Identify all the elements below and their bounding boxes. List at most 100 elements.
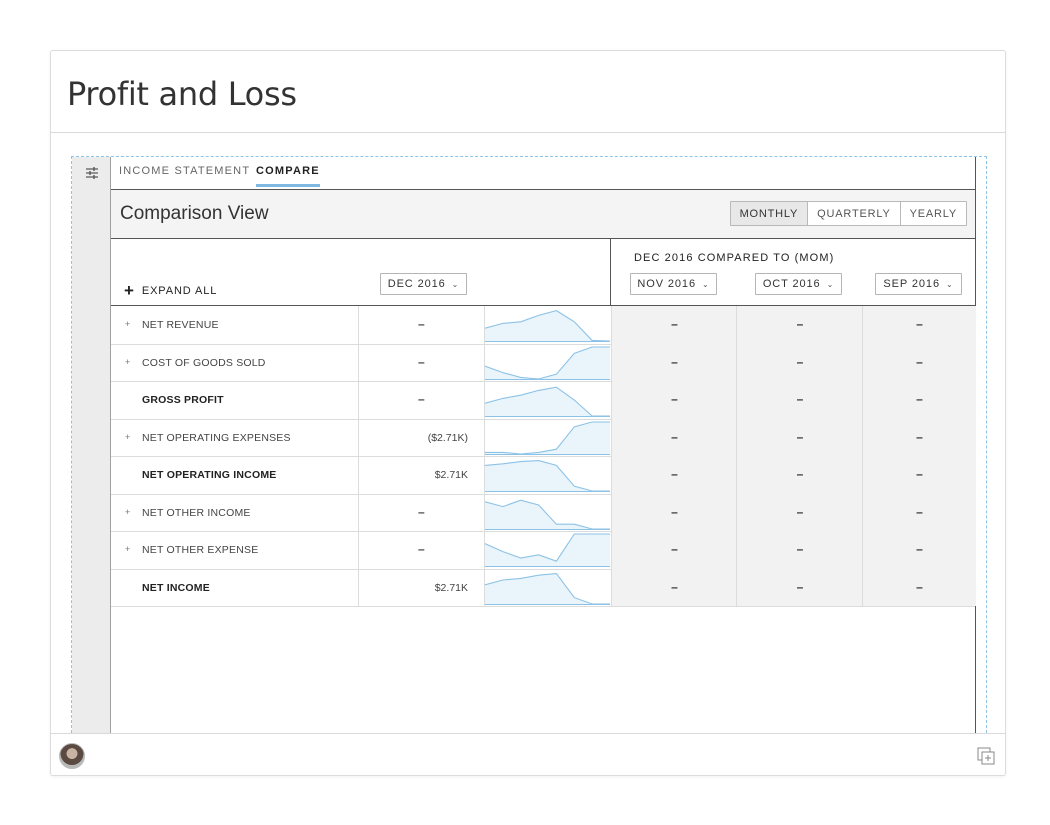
row-expand-icon[interactable]: + [125, 431, 131, 442]
sparkline [484, 460, 610, 492]
row-value: ($2.71K) [427, 431, 468, 444]
compare-cell: – [736, 493, 863, 531]
compare-value: – [916, 504, 923, 519]
compare-cell: – [862, 493, 976, 531]
expand-all-button[interactable]: + EXPAND ALL [124, 282, 217, 299]
card-footer [51, 733, 1005, 775]
compare-period-dropdown-3[interactable]: SEP 2016 ⌄ [875, 273, 962, 295]
row-label[interactable]: NET OTHER INCOME [142, 506, 251, 519]
compare-value: – [671, 354, 678, 369]
chevron-down-icon: ⌄ [451, 279, 460, 289]
compare-cell: – [862, 531, 976, 569]
compare-cell: – [611, 456, 737, 494]
quarterly-button[interactable]: QUARTERLY [808, 202, 901, 225]
chevron-down-icon: ⌄ [701, 279, 710, 289]
compare-value: – [796, 467, 804, 481]
sparkline [485, 420, 610, 455]
compare-value: – [671, 504, 678, 519]
row-value-cell: – [359, 343, 485, 381]
compare-value: – [796, 392, 804, 406]
monthly-button[interactable]: MONTHLY [730, 202, 809, 225]
row-value: – [418, 542, 425, 556]
compare-value: – [796, 504, 804, 519]
table-row: + NET OPERATING EXPENSES ($2.71K) – – – [111, 418, 976, 457]
sliders-icon[interactable] [85, 166, 99, 180]
add-window-icon[interactable] [977, 747, 995, 765]
compare-cell: – [611, 531, 737, 569]
compare-period-dropdown-2[interactable]: OCT 2016 ⌄ [755, 273, 842, 295]
table-header: + EXPAND ALL DEC 2016 ⌄ DEC 2016 COMPARE… [111, 239, 975, 306]
sparkline-cell [484, 531, 610, 569]
compare-cell: – [862, 381, 976, 419]
row-label[interactable]: COST OF GOODS SOLD [142, 356, 266, 369]
row-label-cell: + NET OPERATING EXPENSES [111, 418, 359, 456]
compare-cell: – [862, 568, 976, 606]
title-divider [51, 132, 1005, 133]
row-expand-icon[interactable]: + [125, 356, 131, 367]
sparkline-area [485, 346, 610, 379]
compare-cell: – [611, 568, 737, 606]
row-value: – [418, 354, 425, 369]
tab-compare[interactable]: COMPARE [256, 165, 320, 187]
view-header: Comparison View MONTHLY QUARTERLY YEARLY [111, 190, 975, 239]
row-value-cell: – [359, 493, 485, 531]
sparkline-cell [484, 306, 611, 344]
compare-cell: – [611, 343, 737, 381]
compare-period-label: SEP 2016 [883, 278, 940, 290]
sparkline-path [484, 572, 610, 605]
compare-divider [610, 239, 611, 305]
row-value-cell: ($2.71K) [359, 418, 485, 456]
row-label-cell: + NET OTHER EXPENSE [111, 531, 359, 569]
row-value: – [418, 504, 425, 519]
compare-label: DEC 2016 COMPARED TO (MOM) [634, 252, 835, 264]
sparkline [484, 533, 610, 567]
yearly-button[interactable]: YEARLY [900, 202, 966, 225]
compare-cell: – [736, 456, 863, 494]
compare-value: – [796, 429, 804, 444]
sparkline-path [485, 420, 610, 455]
row-label-cell: NET INCOME [111, 568, 359, 606]
sparkline [484, 386, 610, 417]
compare-value: – [671, 579, 678, 594]
row-expand-icon[interactable]: + [125, 544, 131, 554]
table-row: NET OPERATING INCOME $2.71K – – – [111, 456, 976, 495]
compare-cell: – [736, 306, 863, 344]
avatar[interactable] [59, 743, 85, 769]
row-value-cell: – [359, 531, 485, 569]
table-row: + NET OTHER EXPENSE – – – – [111, 531, 976, 570]
row-expand-icon[interactable]: + [125, 506, 131, 517]
row-label-cell: GROSS PROFIT [111, 381, 359, 419]
compare-value: – [671, 392, 678, 406]
compare-value: – [796, 317, 804, 331]
profit-loss-card: Profit and Loss INCOME STATEMENT COMPARE… [50, 50, 1006, 776]
table-row: GROSS PROFIT – – – – [111, 381, 976, 420]
sparkline-cell [484, 569, 610, 607]
report-panel: INCOME STATEMENT COMPARE Comparison View… [111, 157, 976, 747]
sparkline-cell [484, 381, 610, 419]
sparkline [484, 572, 610, 605]
compare-cell: – [611, 381, 737, 419]
row-expand-icon[interactable]: + [125, 319, 131, 329]
row-label-cell: + COST OF GOODS SOLD [111, 343, 359, 381]
sparkline-path [484, 533, 610, 562]
compare-cell: – [862, 306, 976, 344]
compare-cell: – [736, 418, 863, 456]
report-tabs: INCOME STATEMENT COMPARE [111, 157, 975, 190]
row-label-cell: + NET OTHER INCOME [111, 493, 359, 531]
base-period-dropdown[interactable]: DEC 2016 ⌄ [380, 273, 467, 295]
compare-value: – [916, 392, 923, 406]
sparkline-area [485, 534, 610, 566]
compare-period-dropdown-1[interactable]: NOV 2016 ⌄ [630, 273, 717, 295]
row-label: GROSS PROFIT [142, 394, 224, 406]
view-title: Comparison View [120, 203, 269, 224]
tab-income-statement[interactable]: INCOME STATEMENT [119, 165, 251, 177]
row-value-cell: – [359, 381, 485, 419]
compare-value: – [916, 542, 923, 556]
row-label[interactable]: NET REVENUE [142, 319, 219, 331]
compare-cell: – [611, 306, 737, 344]
sparkline [484, 345, 610, 380]
row-label[interactable]: NET OPERATING EXPENSES [142, 431, 291, 444]
chevron-down-icon: ⌄ [945, 279, 954, 289]
row-label[interactable]: NET OTHER EXPENSE [142, 544, 259, 556]
compare-value: – [796, 579, 804, 594]
